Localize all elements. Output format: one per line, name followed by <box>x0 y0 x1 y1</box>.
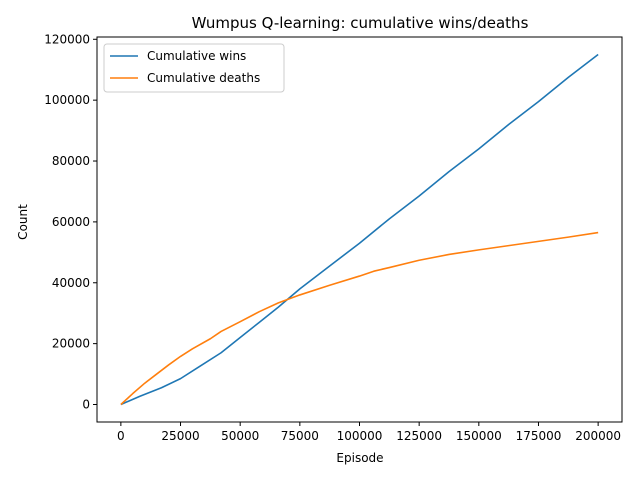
x-tick-label: 0 <box>117 429 125 443</box>
x-axis: 0 25000 50000 75000 100000 125000 150000 175000… <box>117 422 621 443</box>
legend: Cumulative wins Cumulative deaths <box>103 43 285 93</box>
plot-area <box>96 36 623 423</box>
x-tick-label: 200000 <box>575 429 621 443</box>
legend-label: Cumulative wins <box>147 49 246 63</box>
y-axis: 0 20000 40000 60000 80000 100000 120000 <box>44 32 97 412</box>
x-tick-label: 150000 <box>456 429 502 443</box>
y-tick-label: 20000 <box>52 337 90 351</box>
y-tick-label: 100000 <box>44 93 90 107</box>
y-axis-title: Count <box>16 204 30 240</box>
x-tick-label: 25000 <box>161 429 199 443</box>
legend-label: Cumulative deaths <box>147 71 260 85</box>
series-line-wins <box>120 53 599 406</box>
chart-title: Wumpus Q-learning: cumulative wins/death… <box>192 14 529 32</box>
y-tick-label: 80000 <box>52 154 90 168</box>
y-tick-label: 60000 <box>52 215 90 229</box>
plot-frame <box>96 36 623 423</box>
x-tick-label: 175000 <box>516 429 562 443</box>
x-tick-label: 125000 <box>396 429 442 443</box>
x-axis-title: Episode <box>336 451 383 465</box>
series-line-deaths <box>120 231 599 406</box>
y-tick-label: 0 <box>82 398 90 412</box>
y-tick-label: 120000 <box>44 32 90 46</box>
x-tick-label: 50000 <box>221 429 259 443</box>
series-layer <box>120 53 599 406</box>
x-tick-label: 100000 <box>337 429 383 443</box>
y-tick-label: 40000 <box>52 276 90 290</box>
legend-box <box>103 43 285 93</box>
x-tick-label: 75000 <box>281 429 319 443</box>
